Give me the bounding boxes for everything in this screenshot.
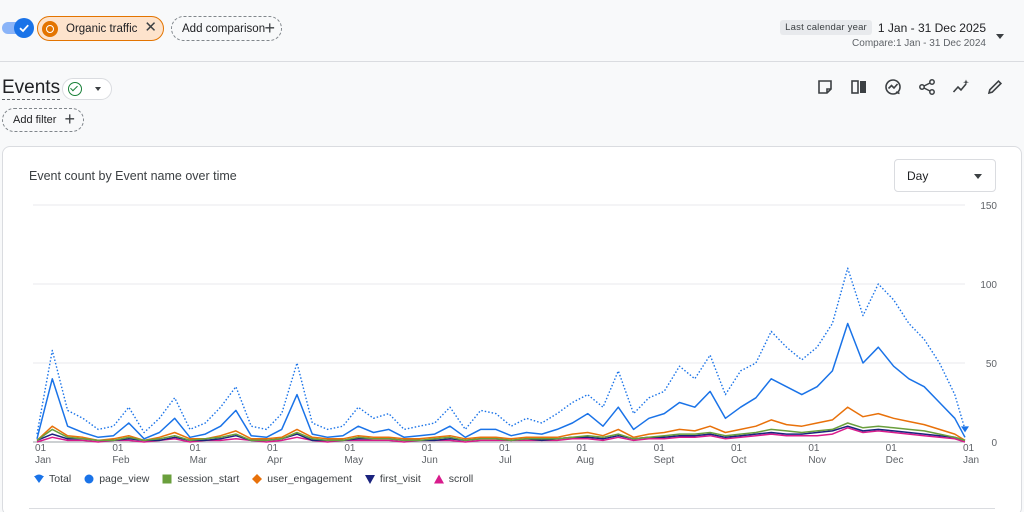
legend-marker-icon: [252, 474, 263, 484]
add-filter-button[interactable]: Add filter +: [2, 108, 84, 132]
series-end-marker: [961, 426, 969, 433]
plus-icon: +: [264, 18, 275, 38]
x-tick-day: 01: [654, 443, 666, 454]
add-comparison-button[interactable]: Add comparison +: [171, 16, 282, 41]
chevron-down-icon[interactable]: [996, 34, 1004, 39]
x-tick-day: 01: [422, 443, 434, 454]
chart-title: Event count by Event name over time: [29, 169, 237, 183]
chart-legend: Total page_view session_start user_engageme…: [33, 473, 485, 485]
date-range-picker[interactable]: Last calendar year 1 Jan - 31 Dec 2025 C…: [780, 20, 986, 49]
series-line-scroll: [36, 427, 966, 443]
y-tick-label: 50: [986, 359, 998, 370]
legend-item-total[interactable]: Total: [33, 473, 71, 485]
close-icon[interactable]: ✕: [144, 19, 157, 36]
y-axis-ticks: 150 100 50 0: [980, 201, 997, 449]
legend-label: scroll: [448, 473, 474, 485]
x-tick-day: 01: [499, 443, 511, 454]
segment-chip-organic-traffic[interactable]: Organic traffic ✕: [37, 16, 164, 41]
legend-marker-icon: [364, 475, 375, 484]
date-preset-pill: Last calendar year: [780, 20, 872, 35]
y-tick-label: 150: [980, 201, 997, 212]
chevron-down-icon: [974, 174, 982, 179]
granularity-select[interactable]: Day: [894, 159, 996, 192]
legend-item-first-visit[interactable]: first_visit: [364, 473, 421, 485]
x-tick-day: 01: [267, 443, 279, 454]
x-tick-month: Nov: [808, 455, 826, 466]
x-tick-month: Jan: [963, 455, 979, 466]
x-tick-month: May: [344, 455, 363, 466]
share-icon[interactable]: [916, 76, 938, 98]
x-tick-month: Jun: [422, 455, 438, 466]
series-line-total: [36, 267, 966, 435]
insights-icon[interactable]: [882, 76, 904, 98]
legend-label: first_visit: [379, 473, 421, 485]
report-status-dropdown[interactable]: [62, 78, 112, 100]
legend-label: Total: [49, 473, 72, 485]
check-icon: [14, 18, 34, 38]
x-tick-day: 01: [344, 443, 356, 454]
y-tick-label: 0: [991, 438, 997, 449]
legend-item-scroll[interactable]: scroll: [433, 473, 474, 485]
legend-marker-icon: [84, 474, 94, 484]
x-tick-day: 01: [963, 443, 975, 454]
x-tick-month: Jan: [35, 455, 51, 466]
legend-marker-icon: [34, 474, 44, 483]
series-line-page-view: [36, 322, 966, 440]
page-title[interactable]: Events: [2, 77, 61, 100]
check-circle-icon: [68, 82, 82, 96]
legend-item-session-start[interactable]: session_start: [161, 473, 239, 485]
legend-marker-icon: [433, 474, 444, 484]
x-tick-month: Apr: [267, 455, 283, 466]
legend-marker-icon: [162, 474, 172, 484]
legend-label: session_start: [177, 473, 240, 485]
series-line-user-engagement: [36, 406, 966, 442]
x-tick-day: 01: [886, 443, 898, 454]
x-tick-month: Oct: [731, 455, 747, 466]
x-tick-month: Sept: [654, 455, 675, 466]
x-tick-month: Aug: [576, 455, 594, 466]
granularity-value: Day: [907, 168, 929, 183]
x-axis-ticks: 01Jan01Feb01Mar01Apr01May01Jun01Jul01Aug…: [35, 443, 979, 466]
x-tick-month: Mar: [190, 455, 208, 466]
segment-chip-label: Organic traffic: [66, 22, 138, 35]
compare-range-text: Compare:1 Jan - 31 Dec 2024: [852, 38, 986, 49]
x-tick-month: Dec: [886, 455, 904, 466]
x-tick-day: 01: [731, 443, 743, 454]
card-divider: [29, 508, 995, 509]
y-tick-label: 100: [980, 280, 997, 291]
x-tick-month: Jul: [499, 455, 512, 466]
x-tick-day: 01: [112, 443, 124, 454]
plus-icon: +: [64, 109, 75, 129]
x-tick-day: 01: [190, 443, 202, 454]
legend-label: page_view: [99, 473, 150, 485]
legend-item-page-view[interactable]: page_view: [83, 473, 149, 485]
chart-grid: [33, 204, 965, 443]
date-range-text: 1 Jan - 31 Dec 2025: [877, 20, 986, 35]
legend-item-user-engagement[interactable]: user_engagement: [251, 473, 352, 485]
x-tick-month: Feb: [112, 455, 130, 466]
add-filter-label: Add filter: [13, 114, 57, 126]
sparkle-trend-icon[interactable]: [950, 76, 972, 98]
add-comparison-label: Add comparison: [182, 22, 266, 35]
legend-label: user_engagement: [267, 473, 352, 485]
comparison-toggle[interactable]: [2, 18, 34, 38]
chevron-down-icon: [95, 87, 101, 91]
chart-card: Event count by Event name over time Day …: [2, 146, 1022, 512]
compare-columns-icon[interactable]: [848, 76, 870, 98]
segment-color-icon: [42, 20, 58, 37]
annotation-icon[interactable]: [814, 76, 836, 98]
edit-icon[interactable]: [984, 76, 1006, 98]
chart-series: [36, 267, 969, 443]
x-tick-day: 01: [35, 443, 47, 454]
top-bar: Organic traffic ✕ Add comparison + Last …: [0, 0, 1024, 62]
x-tick-day: 01: [576, 443, 588, 454]
x-tick-day: 01: [808, 443, 820, 454]
report-toolbar: [802, 76, 1006, 98]
series-line-session-start: [36, 422, 966, 442]
